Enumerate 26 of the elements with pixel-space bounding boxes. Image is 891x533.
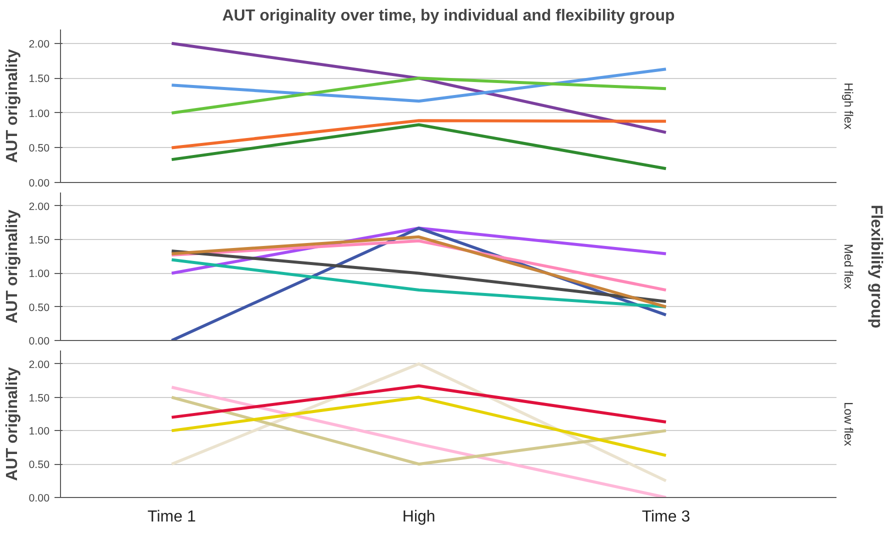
text: High flex [842, 82, 856, 130]
y-tick-label: 0.00 [28, 336, 50, 348]
y-tick-label: 0.00 [28, 492, 50, 504]
y-axis-title: AUT originality [4, 49, 21, 163]
x-tick-label: Time 3 [642, 508, 690, 526]
y-tick-label: 0.50 [28, 302, 50, 314]
chart-title: AUT originality over time, by individual and flexibility group [222, 8, 675, 24]
y-tick-label: 1.50 [28, 392, 50, 404]
text: Low flex [842, 402, 856, 446]
y-tick-label: 1.50 [28, 73, 50, 86]
y-axis-title: AUT originality [4, 210, 21, 324]
y-tick-label: 1.00 [28, 108, 50, 120]
y-tick-label: 2.00 [28, 200, 50, 213]
y2-axis-title: Flexibility group [868, 204, 884, 329]
y-tick-label: 1.00 [28, 426, 50, 438]
text: Med flex [842, 244, 856, 290]
y-tick-label: 1.00 [28, 268, 50, 280]
x-tick-label: Time 1 [148, 508, 196, 526]
y-tick-label: 2.00 [28, 358, 50, 371]
x-tick-label: High [402, 508, 436, 526]
y-tick-label: 0.00 [28, 178, 50, 190]
y-tick-label: 0.50 [28, 459, 50, 472]
y-axis-title: AUT originality [4, 367, 21, 481]
y-tick-label: 0.50 [28, 142, 50, 155]
y-tick-label: 2.00 [28, 38, 50, 50]
y-tick-label: 1.50 [28, 234, 50, 247]
